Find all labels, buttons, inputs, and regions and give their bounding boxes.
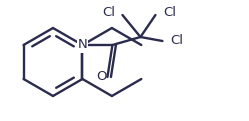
- Text: O: O: [96, 71, 107, 83]
- Text: Cl: Cl: [163, 7, 176, 19]
- Text: N: N: [78, 38, 87, 52]
- Text: Cl: Cl: [102, 7, 115, 19]
- Text: Cl: Cl: [170, 34, 183, 48]
